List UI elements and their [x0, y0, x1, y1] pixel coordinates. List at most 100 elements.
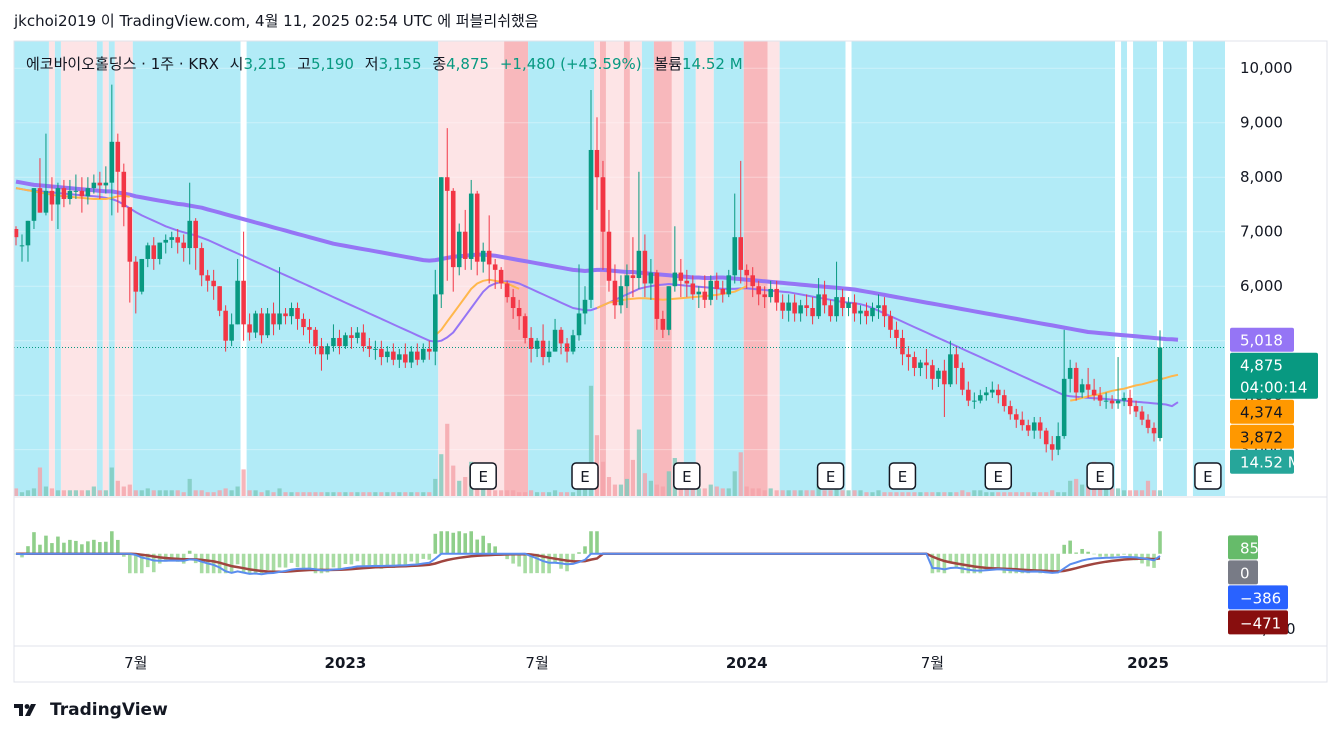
bg-segment-32	[1127, 41, 1134, 496]
histogram-bar	[307, 553, 312, 570]
candle	[421, 343, 426, 363]
candle	[540, 324, 546, 366]
volume-bar	[91, 486, 96, 496]
earnings-marker[interactable]: E	[816, 462, 845, 490]
volume-bar	[840, 490, 845, 496]
svg-text:E: E	[1203, 468, 1212, 486]
candle	[367, 337, 372, 358]
histogram-bar	[151, 553, 156, 573]
candle	[948, 340, 953, 388]
candle	[618, 275, 624, 314]
histogram-bar	[1158, 531, 1162, 554]
bg-segment-8	[132, 41, 241, 496]
volume-bar	[1050, 490, 1055, 496]
volume-bar	[882, 492, 887, 496]
candle	[750, 267, 755, 298]
candle	[816, 278, 821, 319]
earnings-marker[interactable]: E	[1086, 462, 1114, 490]
candle	[391, 343, 396, 366]
volume-bar	[1157, 490, 1163, 496]
volume-bar	[996, 492, 1001, 496]
candle	[1121, 392, 1127, 407]
candle	[361, 324, 366, 352]
volume-bar	[235, 486, 240, 496]
volume-bar	[738, 452, 743, 496]
volume-bar	[1044, 492, 1049, 496]
volume-bar	[49, 488, 55, 496]
histogram-bar	[343, 553, 348, 564]
oscillator-pane: −1,000	[14, 531, 1296, 638]
histogram-bar	[475, 539, 479, 554]
candle	[163, 234, 169, 254]
tradingview-logo-icon[interactable]	[14, 702, 44, 718]
bg-segment-31	[1121, 41, 1128, 496]
histogram-bar	[229, 553, 234, 574]
histogram-bar	[1098, 553, 1102, 557]
candle	[157, 242, 163, 265]
volume-bar	[361, 492, 366, 496]
histogram-bar	[133, 553, 138, 574]
legend-volume-label: 볼륨	[654, 55, 682, 73]
price-tags: 5,018 4,875 04:00:14 4,374 3,872 14.52 M	[1230, 327, 1318, 474]
histogram-bar	[984, 553, 989, 571]
candle	[588, 90, 594, 309]
candle	[1115, 357, 1121, 409]
earnings-marker[interactable]: E	[673, 462, 701, 490]
volume-bar	[73, 490, 78, 496]
bg-segment-25	[743, 41, 768, 496]
earnings-marker[interactable]: E	[1194, 462, 1222, 490]
candle	[786, 294, 791, 322]
histogram-bar	[313, 553, 318, 574]
candle	[756, 280, 761, 306]
volume-bar	[187, 478, 192, 496]
volume-bar	[894, 492, 899, 496]
histogram-bar	[361, 553, 366, 567]
candle	[768, 280, 773, 303]
earnings-marker[interactable]: E	[469, 462, 497, 490]
volume-bar	[534, 492, 540, 496]
candle	[169, 231, 175, 249]
legend-close-label: 종	[432, 55, 446, 73]
volume-bar	[606, 477, 612, 496]
earnings-marker[interactable]: E	[888, 462, 917, 490]
candle	[211, 269, 216, 300]
histogram-bar	[289, 553, 294, 563]
volume-bar	[241, 469, 246, 496]
bg-segment-20	[653, 41, 672, 496]
histogram-bar	[589, 531, 593, 554]
earnings-marker[interactable]: E	[571, 462, 599, 490]
candle	[792, 294, 797, 322]
volume-bar	[529, 490, 534, 496]
volume-bar	[690, 488, 695, 496]
volume-bar	[828, 490, 833, 496]
candle	[636, 171, 642, 289]
histogram-bar	[942, 553, 947, 574]
candle	[373, 340, 378, 360]
candle	[624, 264, 630, 309]
histogram-bar	[445, 531, 450, 554]
volume-bar	[445, 423, 450, 496]
candle	[271, 302, 276, 336]
candle	[31, 188, 37, 229]
svg-text:3,872: 3,872	[1240, 429, 1283, 447]
candle	[241, 231, 246, 341]
x-tick-label: 2023	[325, 654, 367, 672]
histogram-bar	[128, 553, 132, 574]
candle	[486, 215, 492, 284]
earnings-marker[interactable]: E	[984, 462, 1013, 490]
svg-text:E: E	[478, 468, 487, 486]
volume-bar	[43, 486, 49, 496]
volume-bar	[936, 492, 941, 496]
volume-bar	[762, 490, 767, 496]
candle	[1145, 414, 1151, 434]
volume-bar	[774, 490, 779, 496]
candle	[415, 343, 420, 366]
candle	[403, 343, 408, 368]
histogram-bar	[571, 553, 575, 563]
x-tick-label: 7월	[921, 654, 944, 672]
candle	[1049, 436, 1055, 461]
volume-bar	[1068, 480, 1073, 496]
histogram-bar	[379, 553, 384, 569]
y-tick-label: 6,000	[1240, 277, 1283, 295]
